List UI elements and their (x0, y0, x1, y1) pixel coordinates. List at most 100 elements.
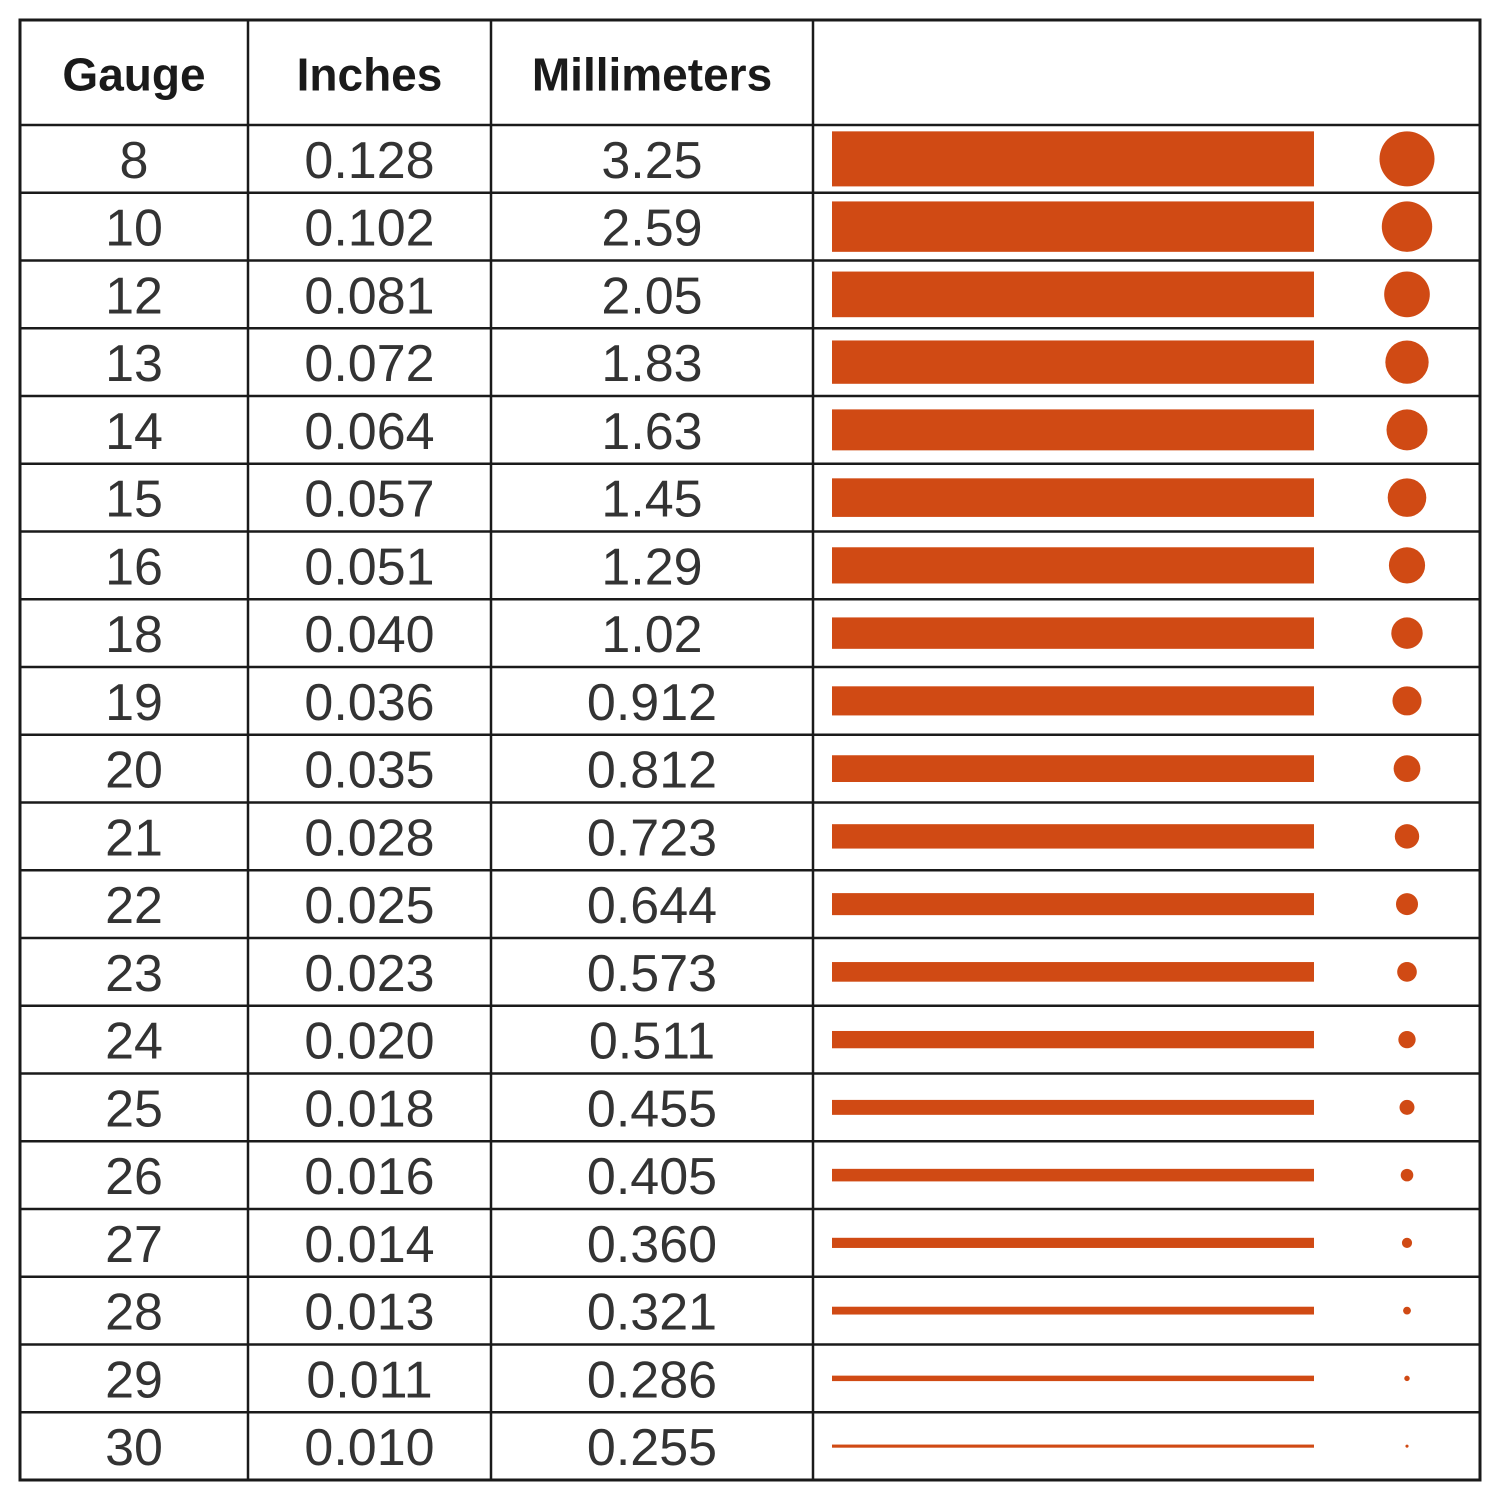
wire-bar (832, 962, 1314, 982)
cell: 20 (105, 742, 163, 800)
cell: 0.064 (304, 403, 434, 461)
cell: 0.040 (304, 606, 434, 664)
cell: 0.036 (304, 674, 434, 732)
wire-bar (832, 201, 1314, 252)
cell: 8 (120, 132, 149, 190)
wire-dot (1391, 617, 1423, 649)
cell: 0.011 (306, 1351, 432, 1409)
cell: 0.081 (304, 267, 434, 325)
cell: 25 (105, 1080, 163, 1138)
cell: 2.59 (601, 200, 702, 258)
cell: 0.072 (304, 335, 434, 393)
column-header: Millimeters (532, 49, 772, 101)
cell: 1.45 (601, 471, 702, 529)
wire-dot (1399, 1099, 1415, 1115)
cell: 0.255 (587, 1419, 717, 1477)
wire-dot (1392, 686, 1422, 716)
cell: 0.455 (587, 1080, 717, 1138)
cell: 19 (105, 674, 163, 732)
wire-dot (1395, 893, 1419, 916)
wire-bar (832, 755, 1314, 783)
wire-dot (1403, 1306, 1411, 1315)
cell: 0.035 (304, 742, 434, 800)
cell: 0.025 (304, 877, 434, 935)
cell: 0.023 (304, 945, 434, 1003)
cell: 27 (105, 1216, 163, 1274)
cell: 15 (105, 471, 163, 529)
wire-dot (1401, 1237, 1413, 1248)
wire-bar (832, 1168, 1314, 1182)
cell: 28 (105, 1284, 163, 1342)
cell: 24 (105, 1013, 163, 1071)
wire-dot (1385, 340, 1429, 384)
cell: 0.102 (304, 200, 434, 258)
cell: 1.63 (601, 403, 702, 461)
column-header: Gauge (62, 49, 205, 101)
cell: 3.25 (601, 132, 702, 190)
cell: 1.29 (601, 538, 702, 596)
wire-dot (1386, 409, 1428, 451)
cell: 21 (105, 809, 163, 867)
wire-bar (832, 409, 1314, 451)
cell: 0.013 (304, 1284, 434, 1342)
cell: 0.020 (304, 1013, 434, 1071)
wire-bar (832, 617, 1314, 649)
wire-dot (1379, 131, 1435, 187)
wire-dot (1393, 755, 1421, 783)
cell: 14 (105, 403, 163, 461)
wire-bar (832, 1306, 1314, 1315)
cell: 10 (105, 200, 163, 258)
cell: 0.016 (304, 1148, 434, 1206)
cell: 0.573 (587, 945, 717, 1003)
cell: 0.812 (587, 742, 717, 800)
wire-bar (832, 1237, 1314, 1248)
wire-bar (832, 131, 1314, 187)
cell: 0.511 (589, 1013, 715, 1071)
wire-dot (1398, 1030, 1416, 1049)
cell: 29 (105, 1351, 163, 1409)
wire-dot (1404, 1375, 1410, 1382)
wire-bar (832, 824, 1314, 849)
wire-bar (832, 1099, 1314, 1115)
cell: 30 (105, 1419, 163, 1477)
wire-bar (832, 478, 1314, 517)
cell: 16 (105, 538, 163, 596)
wire-dot (1400, 1168, 1414, 1182)
cell: 0.723 (587, 809, 717, 867)
cell: 0.051 (304, 538, 434, 596)
cell: 0.128 (304, 132, 434, 190)
cell: 0.912 (587, 674, 717, 732)
cell: 12 (105, 267, 163, 325)
cell: 0.057 (304, 471, 434, 529)
wire-bar (832, 547, 1314, 584)
wire-bar (832, 1444, 1314, 1448)
wire-dot (1397, 962, 1417, 982)
wire-bar (832, 686, 1314, 716)
cell: 0.405 (587, 1148, 717, 1206)
table-border (18, 18, 1482, 1482)
cell: 22 (105, 877, 163, 935)
cell: 26 (105, 1148, 163, 1206)
cell: 0.360 (587, 1216, 717, 1274)
cell: 0.321 (587, 1284, 717, 1342)
wire-bar (832, 1030, 1314, 1049)
wire-dot (1387, 478, 1427, 517)
cell: 0.018 (304, 1080, 434, 1138)
wire-dot (1384, 271, 1430, 318)
cell: 13 (105, 335, 163, 393)
column-header: Inches (297, 49, 443, 101)
cell: 1.83 (601, 335, 702, 393)
cell: 0.010 (304, 1419, 434, 1477)
wire-dot (1381, 201, 1433, 252)
wire-bar (832, 1375, 1314, 1382)
wire-bar (832, 340, 1314, 384)
cell: 0.014 (304, 1216, 434, 1274)
cell: 23 (105, 945, 163, 1003)
wire-dot (1405, 1444, 1409, 1448)
wire-dot (1394, 824, 1420, 849)
cell: 0.644 (587, 877, 717, 935)
cell: 1.02 (601, 606, 702, 664)
wire-bar (832, 893, 1314, 916)
